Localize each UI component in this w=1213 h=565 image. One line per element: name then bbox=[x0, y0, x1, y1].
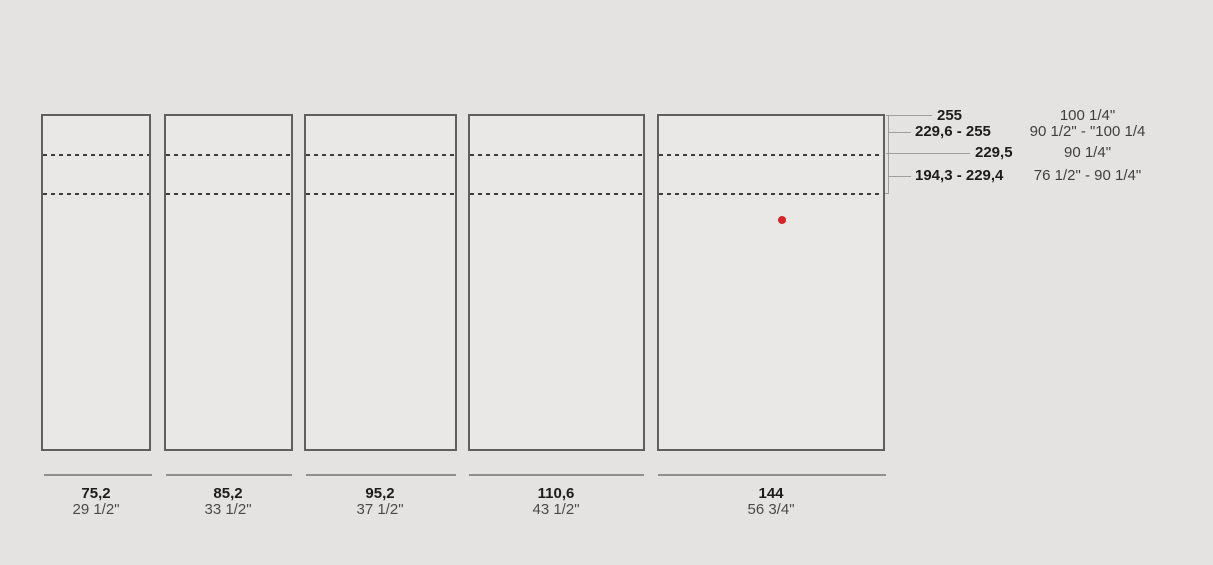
width-label-cm: 144 bbox=[758, 485, 784, 502]
width-label-cm: 110,6 bbox=[537, 485, 575, 502]
dashed-height-line-lower bbox=[470, 193, 643, 195]
width-label-inches: 43 1/2" bbox=[532, 501, 580, 518]
width-label-cm: 75,2 bbox=[81, 485, 111, 502]
dashed-height-line-upper bbox=[470, 154, 643, 156]
width-label-5: 144 56 3/4" bbox=[701, 486, 841, 518]
height-label-cm-4: 194,3 - 229,4 bbox=[915, 167, 1004, 184]
wardrobe-panel-4 bbox=[468, 114, 645, 451]
height-label-inches-3: 90 1/4" bbox=[1063, 144, 1112, 161]
height-label-cm-2: 229,6 - 255 bbox=[915, 123, 991, 140]
wardrobe-panel-1 bbox=[41, 114, 151, 451]
width-dimension-line-4 bbox=[469, 474, 644, 476]
leader-bracket-bottom bbox=[885, 193, 889, 194]
wardrobe-panel-5 bbox=[657, 114, 885, 451]
leader-line-255 bbox=[886, 115, 932, 116]
width-label-cm: 85,2 bbox=[213, 485, 243, 502]
width-label-inches: 37 1/2" bbox=[356, 501, 404, 518]
dashed-height-line-upper bbox=[306, 154, 455, 156]
dashed-height-line-lower bbox=[43, 193, 149, 195]
width-label-2: 85,2 33 1/2" bbox=[158, 486, 298, 518]
height-label-inches-4: 76 1/2" - 90 1/4" bbox=[1033, 167, 1142, 184]
height-label-cm-3: 229,5 bbox=[975, 144, 1013, 161]
width-label-1: 75,2 29 1/2" bbox=[26, 486, 166, 518]
height-label-cm-1: 255 bbox=[937, 107, 963, 124]
width-label-4: 110,6 43 1/2" bbox=[486, 486, 626, 518]
dashed-height-line-upper bbox=[166, 154, 291, 156]
leader-line-229-5 bbox=[886, 153, 970, 154]
width-label-inches: 56 3/4" bbox=[747, 501, 795, 518]
red-marker-dot bbox=[778, 216, 786, 224]
width-dimension-line-3 bbox=[306, 474, 456, 476]
height-label-inches-2: 90 1/2" - "100 1/4 bbox=[1029, 123, 1146, 140]
width-dimension-line-2 bbox=[166, 474, 292, 476]
width-dimension-line-5 bbox=[658, 474, 886, 476]
width-label-3: 95,2 37 1/2" bbox=[310, 486, 450, 518]
leader-tick-229-6-255 bbox=[889, 132, 911, 133]
wardrobe-panel-2 bbox=[164, 114, 293, 451]
height-label-inches-1: 100 1/4" bbox=[1059, 107, 1116, 124]
width-label-inches: 29 1/2" bbox=[72, 501, 120, 518]
dashed-height-line-lower bbox=[659, 193, 883, 195]
dashed-height-line-lower bbox=[306, 193, 455, 195]
dashed-height-line-lower bbox=[166, 193, 291, 195]
width-label-cm: 95,2 bbox=[365, 485, 395, 502]
width-dimension-line-1 bbox=[44, 474, 152, 476]
leader-bracket-vertical bbox=[888, 115, 889, 194]
leader-tick-194-3-229-4 bbox=[889, 176, 911, 177]
wardrobe-panel-3 bbox=[304, 114, 457, 451]
dashed-height-line-upper bbox=[659, 154, 883, 156]
width-label-inches: 33 1/2" bbox=[204, 501, 252, 518]
dashed-height-line-upper bbox=[43, 154, 149, 156]
